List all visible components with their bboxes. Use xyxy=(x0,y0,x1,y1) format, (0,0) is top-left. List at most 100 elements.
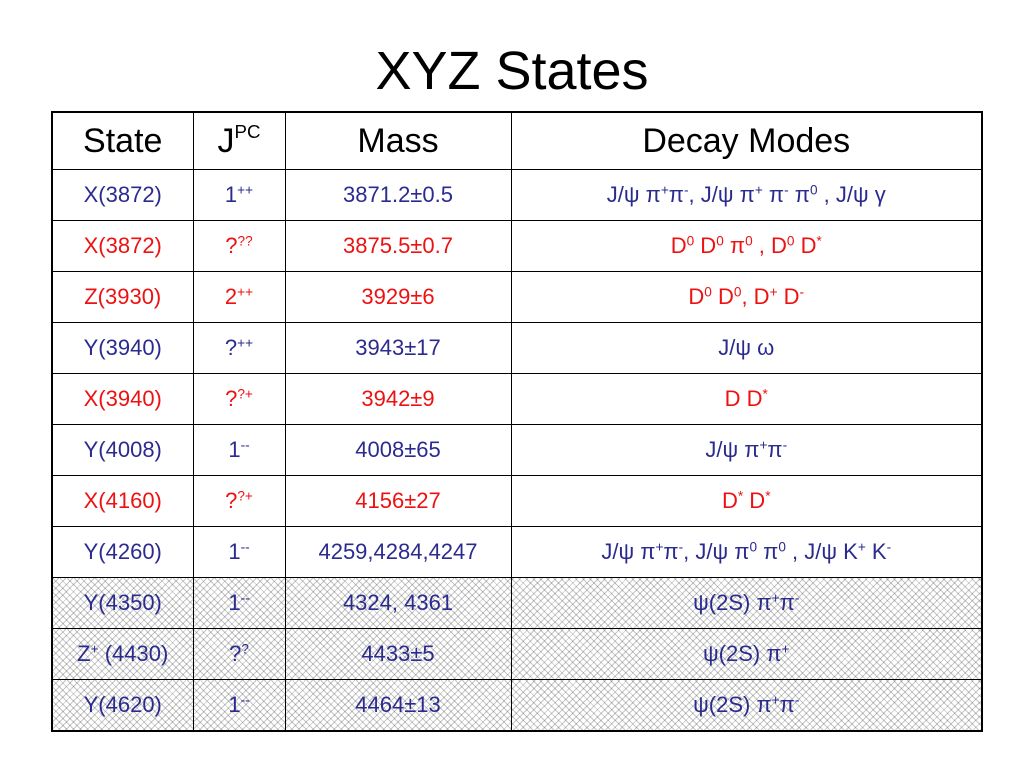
superscript: ++ xyxy=(237,284,254,300)
cell-decay-modes: D0 D0, D+ D- xyxy=(510,271,983,323)
table-row: X(4160) ??+ 4156±27 D* D* xyxy=(51,475,983,527)
text-segment: π xyxy=(668,182,684,207)
text-segment: Z xyxy=(77,641,91,666)
table-body: X(3872) 1++ 3871.2±0.5 J/ψ π+π-, J/ψ π+ π- … xyxy=(51,169,983,732)
text-segment: 2 xyxy=(224,284,238,309)
text-segment: , D xyxy=(752,233,787,258)
superscript: + xyxy=(769,284,778,300)
superscript: + xyxy=(771,692,780,708)
text-segment: π xyxy=(779,692,795,717)
page-title: XYZ States xyxy=(375,41,649,101)
text-segment: (4430) xyxy=(98,641,169,666)
text-segment: π xyxy=(788,182,810,207)
header-jpc-superscript: PC xyxy=(234,120,261,142)
text-segment: D xyxy=(711,284,734,309)
header-jpc: JPC xyxy=(192,111,286,170)
cell-jpc: ??? xyxy=(192,220,286,272)
cell-jpc: 1-- xyxy=(192,679,286,732)
text-segment: π xyxy=(767,437,783,462)
text-segment: ? xyxy=(224,335,238,360)
superscript: * xyxy=(737,488,744,504)
table-row: X(3940) ??+ 3942±9 D D* xyxy=(51,373,983,425)
cell-state: Y(4350) xyxy=(51,577,194,629)
text-segment: π xyxy=(723,233,746,258)
cell-mass: 4433±5 xyxy=(284,628,512,680)
superscript: 0 xyxy=(704,284,712,300)
cell-decay-modes: J/ψ π+π-, J/ψ π+ π- π0 , J/ψ γ xyxy=(510,169,983,221)
table-row: Y(4350) 1-- 4324, 4361 ψ(2S) π+π- xyxy=(51,577,983,629)
text-segment: J/ψ π xyxy=(601,539,656,564)
text-segment: 1 xyxy=(228,437,241,462)
superscript: + xyxy=(754,182,763,198)
superscript: ++ xyxy=(237,335,254,351)
cell-state: Y(4260) xyxy=(51,526,194,578)
cell-jpc: ??+ xyxy=(192,475,286,527)
cell-jpc: 1-- xyxy=(192,577,286,629)
text-segment: D xyxy=(694,233,717,258)
header-row: State JPC Mass Decay Modes xyxy=(51,111,983,170)
superscript: 0 xyxy=(778,539,786,555)
text-segment: D xyxy=(777,284,800,309)
cell-mass: 3871.2±0.5 xyxy=(284,169,512,221)
table-row: Y(3940) ?++ 3943±17 J/ψ ω xyxy=(51,322,983,374)
text-segment: D xyxy=(688,284,705,309)
cell-decay-modes: ψ(2S) π+π- xyxy=(510,679,983,732)
text-segment: 1 xyxy=(224,182,238,207)
table-row: Z+ (4430)?? 4433±5 ψ(2S) π+ xyxy=(51,628,983,680)
cell-mass: 4464±13 xyxy=(284,679,512,732)
text-segment: π xyxy=(779,590,795,615)
text-segment: , J/ψ γ xyxy=(817,182,886,207)
cell-state: Y(3940) xyxy=(51,322,194,374)
text-segment: π xyxy=(757,539,779,564)
table-row: X(3872) 1++ 3871.2±0.5 J/ψ π+π-, J/ψ π+ π- … xyxy=(51,169,983,221)
cell-jpc: 1-- xyxy=(192,424,286,476)
text-segment: J/ψ ω xyxy=(718,335,775,360)
superscript: -- xyxy=(240,539,250,555)
superscript: 0 xyxy=(686,233,695,249)
superscript: ++ xyxy=(237,182,254,198)
cell-decay-modes: J/ψ π+π-, J/ψ π0 π0 , J/ψ K+ K- xyxy=(510,526,983,578)
superscript: 0 xyxy=(716,233,724,249)
superscript: -- xyxy=(240,590,250,606)
cell-mass: 4324, 4361 xyxy=(284,577,512,629)
superscript: + xyxy=(771,590,780,606)
table-row: Y(4620) 1-- 4464±13 ψ(2S) π+π- xyxy=(51,679,983,732)
cell-mass: 3942±9 xyxy=(284,373,512,425)
superscript: - xyxy=(784,182,789,198)
text-segment: 1 xyxy=(228,692,241,717)
superscript: 0 xyxy=(745,233,753,249)
cell-state: X(3872) xyxy=(51,220,194,272)
cell-state: X(4160) xyxy=(51,475,194,527)
cell-mass: 3943±17 xyxy=(284,322,512,374)
text-segment: , J/ψ K xyxy=(785,539,858,564)
text-segment: , J/ψ π xyxy=(683,539,750,564)
text-segment: Z(3930) xyxy=(84,284,162,309)
cell-state: X(3940) xyxy=(51,373,194,425)
superscript: * xyxy=(762,386,768,402)
cell-mass: 4156±27 xyxy=(284,475,512,527)
superscript: - xyxy=(782,437,788,453)
superscript: -- xyxy=(240,437,250,453)
superscript: 0 xyxy=(749,539,758,555)
cell-mass: 4259,4284,4247 xyxy=(284,526,512,578)
table-row: Y(4008) 1-- 4008±65 J/ψ π+π- xyxy=(51,424,983,476)
text-segment: ψ(2S) π xyxy=(702,641,782,666)
cell-state: Y(4620) xyxy=(51,679,194,732)
superscript: - xyxy=(799,284,805,300)
cell-state: X(3872) xyxy=(51,169,194,221)
text-segment: J/ψ π xyxy=(606,182,661,207)
cell-state: Y(4008) xyxy=(51,424,194,476)
superscript: + xyxy=(759,437,768,453)
superscript: - xyxy=(794,692,800,708)
superscript: * xyxy=(816,233,822,249)
superscript: 0 xyxy=(733,284,742,300)
superscript: ? xyxy=(241,641,249,657)
superscript: 0 xyxy=(809,182,818,198)
text-segment: , D xyxy=(741,284,770,309)
cell-decay-modes: J/ψ π+π- xyxy=(510,424,983,476)
text-segment: X(3872) xyxy=(83,233,162,258)
cell-decay-modes: ψ(2S) π+ xyxy=(510,628,983,680)
superscript: -- xyxy=(240,692,250,708)
text-segment: ? xyxy=(229,641,242,666)
superscript: 0 xyxy=(786,233,795,249)
